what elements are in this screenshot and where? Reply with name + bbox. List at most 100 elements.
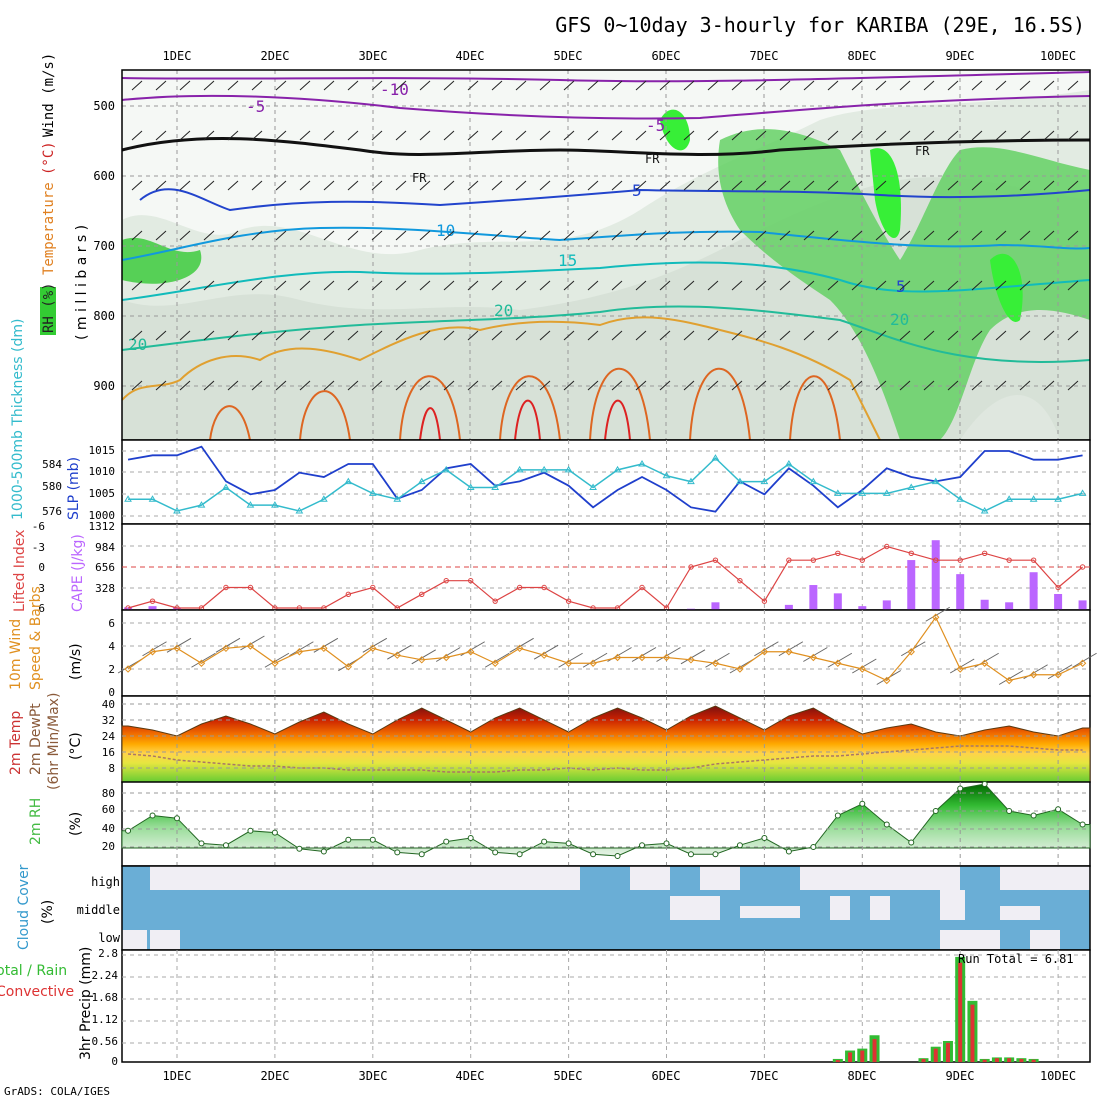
wind-barb: [251, 380, 263, 391]
lifted-index-point: [516, 584, 523, 591]
wind-barb: [899, 130, 911, 141]
wind10m-point: [344, 662, 353, 671]
temp-ylabel-2: 2m DewPt: [28, 703, 44, 775]
cloud-ylabel-units: (%): [40, 900, 56, 924]
wind-barb: [155, 280, 167, 291]
wind-barb: [467, 80, 479, 91]
svg-text:0: 0: [38, 561, 45, 574]
wind10m-barbs: [117, 606, 1097, 685]
wind10m-barb: [1072, 652, 1097, 668]
wind-barb: [995, 80, 1007, 91]
slp-series: [127, 445, 1083, 513]
rh2m-point: [736, 842, 743, 849]
svg-text:40: 40: [102, 698, 115, 711]
wind-barb: [227, 180, 239, 191]
thickness-point: [319, 495, 328, 502]
precip-convective-bar: [970, 1004, 975, 1062]
wind-barb: [659, 130, 671, 141]
wind-barb: [563, 330, 575, 341]
lifted-index-point: [565, 598, 572, 604]
wind-barb: [467, 330, 479, 341]
wind-barb: [827, 280, 839, 291]
cape-bar: [956, 574, 965, 610]
isotherm-labels: -10 -5 -5 FR FR FR 5 5 10 15 20 20 20: [128, 80, 930, 354]
wind-barb: [395, 330, 407, 341]
wind-barb: [707, 230, 719, 241]
wind-barb: [203, 80, 215, 91]
wind10m-point: [197, 659, 206, 667]
wind-barb: [491, 180, 503, 191]
wind-barb: [563, 80, 575, 91]
wind10m-barb: [778, 641, 804, 657]
svg-text:0: 0: [108, 686, 115, 699]
wind-barb: [1067, 330, 1079, 341]
wind-barb: [179, 230, 191, 241]
lifted-index-series: [127, 545, 1083, 609]
wind-barb: [611, 380, 623, 391]
date-label: 4DEC: [456, 1069, 485, 1083]
wind-barb: [203, 180, 215, 191]
lifted-index-point: [468, 577, 474, 584]
wind-barb: [995, 230, 1007, 241]
wind-barb: [875, 280, 887, 291]
thickness-point: [246, 501, 255, 508]
rh2m-point: [957, 785, 964, 792]
svg-text:FR: FR: [645, 152, 660, 166]
wind-barb: [851, 330, 863, 341]
wind10m-point: [466, 648, 475, 656]
wind-barb: [467, 130, 479, 141]
wind-barb: [851, 280, 863, 291]
rh2m-point: [541, 838, 548, 845]
wind10m-point: [883, 676, 891, 685]
wind10m-barb: [166, 637, 192, 653]
wind-barb: [563, 380, 575, 391]
wind-barb: [635, 330, 647, 341]
wind10m-barb: [313, 637, 339, 653]
wind-barb: [371, 130, 383, 141]
wind10m-barb: [435, 647, 461, 662]
wind-barb: [803, 180, 815, 191]
wind-barb: [395, 230, 407, 241]
lifted-index-point: [419, 591, 425, 598]
thickness-point: [222, 483, 230, 490]
wind-barb: [1067, 230, 1079, 241]
wind-barb: [731, 280, 743, 291]
svg-text:576: 576: [42, 505, 62, 518]
cloud-level-middle: middle: [77, 903, 120, 917]
wind-barb: [299, 180, 311, 191]
lifted-index-point: [786, 557, 792, 563]
wind-barb: [443, 230, 455, 241]
cloud-panel: high middle low Cloud Cover (%): [16, 864, 1091, 951]
wind10m-barb: [215, 637, 241, 653]
wind-barb: [923, 380, 935, 391]
wind-barb: [1043, 280, 1055, 291]
wind-barb: [875, 380, 887, 391]
wind-barb: [899, 280, 911, 291]
cape-ylabel-left: Lifted Index: [12, 530, 28, 612]
wind-barb: [515, 80, 527, 91]
thickness-point: [197, 501, 206, 508]
wind-barb: [515, 380, 527, 391]
cape-bar: [148, 606, 157, 610]
wind10m-barb: [509, 637, 534, 653]
rh2m-point: [174, 815, 180, 822]
lifted-index-point: [149, 598, 156, 604]
date-labels-bottom: 1DEC 2DEC 3DEC 4DEC 5DEC 6DEC 7DEC 8DEC …: [163, 1069, 1077, 1083]
wind-barb: [1043, 380, 1055, 391]
lifted-index-point: [247, 584, 254, 591]
cape-bar: [711, 602, 720, 610]
svg-text:584: 584: [42, 458, 62, 471]
wind-barb: [803, 230, 815, 241]
precip-ylabel-1: Total / Rain: [0, 963, 67, 979]
wind-barb: [899, 80, 911, 91]
wind-barb: [275, 330, 287, 341]
wind-barb: [131, 180, 143, 191]
wind-barb: [587, 230, 599, 241]
cape-ylabel-right: CAPE (J/kg): [70, 534, 86, 612]
thickness-point: [833, 489, 842, 496]
wind-barb: [779, 80, 791, 91]
wind10m-barb: [656, 647, 681, 662]
wind-barb: [251, 130, 263, 141]
wind-barb: [803, 80, 815, 91]
svg-text:24: 24: [102, 730, 116, 743]
